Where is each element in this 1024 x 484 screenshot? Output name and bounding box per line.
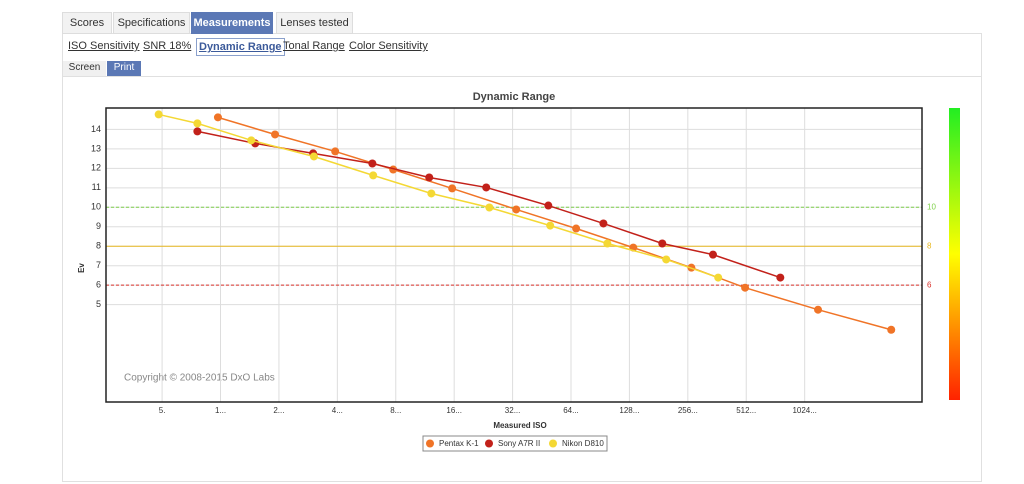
x-tick-label: 256...: [678, 406, 698, 415]
subtab[interactable]: Color Sensitivity: [349, 40, 428, 52]
legend-label: Sony A7R II: [498, 439, 540, 448]
legend-label: Pentax K-1: [439, 439, 479, 448]
x-tick-label: 2...: [273, 406, 284, 415]
data-point: [213, 113, 222, 122]
data-point: [814, 305, 823, 314]
data-point: [714, 273, 723, 282]
y-tick-label: 13: [91, 143, 101, 153]
x-tick-label: 128...: [619, 406, 639, 415]
tab[interactable]: Lenses tested: [276, 12, 353, 34]
color-scale: [949, 108, 960, 400]
x-tick-label: 64...: [563, 406, 579, 415]
y-tick-label: 14: [91, 124, 101, 134]
data-point: [427, 189, 436, 198]
copyright: Copyright © 2008-2015 DxO Labs: [124, 373, 275, 384]
data-point: [485, 203, 494, 212]
x-tick-label: 5.: [159, 406, 166, 415]
data-point: [154, 110, 163, 119]
y-tick-label: 9: [96, 221, 101, 231]
legend-marker: [485, 439, 493, 448]
tab[interactable]: Scores: [62, 12, 112, 34]
subtab[interactable]: SNR 18%: [143, 40, 192, 52]
series-line: [158, 113, 719, 279]
data-point: [425, 173, 434, 182]
x-tick-label: 512...: [736, 406, 756, 415]
y-tick-label: 10: [91, 202, 101, 212]
panel: [62, 33, 982, 482]
data-point: [193, 119, 202, 128]
data-point: [546, 221, 555, 230]
data-point: [368, 159, 377, 168]
button[interactable]: Screen: [63, 61, 106, 76]
chart-title: Dynamic Range: [473, 91, 556, 103]
series-line: [217, 116, 892, 331]
x-tick-label: 1024...: [792, 406, 816, 415]
data-point: [482, 183, 491, 192]
subtab[interactable]: ISO Sensitivity: [68, 40, 140, 52]
y-tick-label: 11: [92, 182, 101, 192]
x-tick-label: 8...: [390, 406, 401, 415]
data-point: [448, 184, 457, 193]
data-point: [247, 136, 256, 145]
tab[interactable]: Specifications: [113, 12, 190, 34]
x-axis-label: Measured ISO: [493, 421, 546, 430]
data-point: [271, 130, 280, 139]
y-axis-label: Ev: [77, 263, 86, 273]
tab[interactable]: Measurements: [191, 12, 273, 34]
data-point: [662, 255, 671, 264]
subtab[interactable]: Tonal Range: [283, 40, 345, 52]
y-tick-label: 12: [91, 163, 101, 173]
reference-label: 10: [927, 202, 936, 211]
subtab[interactable]: Dynamic Range: [196, 38, 285, 56]
data-point: [599, 219, 608, 228]
data-point: [708, 250, 717, 259]
legend-marker: [549, 439, 557, 448]
button[interactable]: Print: [107, 61, 141, 76]
data-point: [658, 239, 667, 248]
data-point: [603, 239, 612, 248]
legend-box: [422, 435, 608, 452]
x-tick-label: 32...: [505, 406, 521, 415]
data-point: [193, 127, 202, 136]
y-tick-label: 7: [96, 260, 101, 270]
legend-label: Nikon D810: [562, 439, 604, 448]
data-point: [741, 283, 750, 292]
data-point: [369, 171, 378, 180]
y-tick-label: 5: [96, 299, 101, 309]
legend-marker: [426, 439, 434, 448]
plot-frame: [105, 107, 923, 403]
data-point: [331, 147, 340, 156]
data-point: [512, 205, 521, 214]
data-point: [776, 273, 785, 282]
y-tick-label: 6: [96, 280, 101, 290]
reference-label: 8: [927, 241, 932, 250]
y-tick-label: 8: [96, 241, 101, 251]
data-point: [309, 152, 318, 161]
divider: [62, 76, 982, 77]
x-tick-label: 1...: [215, 406, 226, 415]
data-point: [544, 201, 553, 210]
x-tick-label: 4...: [332, 406, 343, 415]
data-point: [572, 224, 581, 233]
data-point: [887, 325, 896, 334]
reference-label: 6: [927, 280, 932, 289]
x-tick-label: 16...: [446, 406, 462, 415]
